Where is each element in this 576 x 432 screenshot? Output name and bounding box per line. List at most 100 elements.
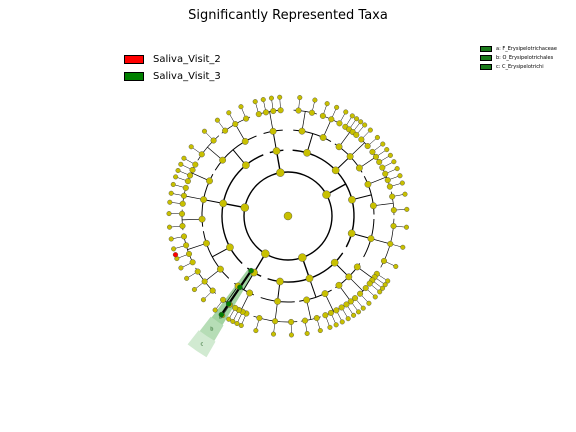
tree-node xyxy=(179,200,186,207)
tree-node xyxy=(243,115,250,122)
tree-node xyxy=(303,148,311,157)
clade-label: b xyxy=(210,327,213,333)
taxa-swatch-a xyxy=(480,45,492,52)
tree-node xyxy=(268,95,274,101)
tree-node xyxy=(187,172,194,179)
clade-label: c xyxy=(201,342,204,348)
tree-node xyxy=(366,280,373,287)
tree-node xyxy=(369,148,376,155)
tree-node xyxy=(322,190,331,199)
tree-node xyxy=(328,116,335,123)
tree-node xyxy=(175,168,181,174)
tree-node xyxy=(393,263,399,269)
tree-node xyxy=(390,207,397,214)
tree-node xyxy=(184,275,190,281)
tree-node xyxy=(200,196,207,203)
tree-node xyxy=(210,137,217,144)
legend-item-visit-3: Saliva_Visit_3 xyxy=(124,68,221,85)
highlight-node xyxy=(218,311,225,318)
tree-node xyxy=(232,304,239,311)
tree-node xyxy=(358,136,365,143)
tree-node xyxy=(168,236,174,242)
tree-node xyxy=(230,318,236,324)
tree-node xyxy=(167,199,173,205)
tree-node xyxy=(212,307,218,313)
tree-node xyxy=(387,152,393,158)
tree-node xyxy=(297,95,303,101)
tree-arc xyxy=(293,129,332,142)
tree-node xyxy=(321,290,329,298)
tree-node xyxy=(404,206,410,212)
taxa-legend: a: F_Erysipelotrichaceae b: O_Erysipelot… xyxy=(480,44,557,71)
tree-node xyxy=(353,131,360,138)
tree-node xyxy=(385,278,391,284)
tree-node xyxy=(384,177,391,184)
tree-node xyxy=(319,112,326,119)
tree-node xyxy=(352,295,359,302)
tree-node xyxy=(216,265,224,273)
tree-node xyxy=(351,312,357,318)
highlight-node xyxy=(225,301,232,307)
tree-node xyxy=(246,289,254,297)
tree-node xyxy=(201,278,208,285)
tree-node xyxy=(376,158,383,165)
tree-node xyxy=(261,249,270,258)
tree-node xyxy=(288,318,295,325)
tree-node xyxy=(379,164,386,171)
taxa-swatch-b xyxy=(480,54,492,61)
tree-node xyxy=(312,97,318,103)
tree-node xyxy=(226,110,232,116)
tree-node xyxy=(335,281,343,289)
tree-node xyxy=(203,239,210,247)
tree-node xyxy=(276,277,284,286)
tree-node xyxy=(170,181,176,187)
tree-node xyxy=(180,233,187,240)
tree-node xyxy=(271,331,277,337)
tree-node xyxy=(355,164,363,172)
taxa-legend-item-b: b: O_Erysipelotrichales xyxy=(480,53,557,62)
tree-node xyxy=(166,211,172,217)
tree-node xyxy=(338,304,345,311)
tree-node xyxy=(260,97,266,103)
tree-node xyxy=(347,298,354,305)
tree-node xyxy=(333,307,340,314)
tree-node xyxy=(240,203,250,212)
tree-node xyxy=(364,143,371,150)
tree-node xyxy=(186,250,193,257)
tree-node xyxy=(345,316,351,322)
tree-node xyxy=(357,290,364,297)
tree-node xyxy=(288,332,294,338)
tree-node xyxy=(232,121,239,128)
tree-node xyxy=(343,109,349,115)
tree-node xyxy=(226,316,232,322)
tree-node xyxy=(276,168,285,177)
highlight-node xyxy=(237,284,243,291)
tree-node xyxy=(219,199,228,208)
tree-node xyxy=(372,153,379,160)
taxa-legend-item-c: c: C_Erysipelotrichi xyxy=(480,62,557,71)
tree-node xyxy=(303,296,311,304)
tree-node xyxy=(331,166,340,175)
tree-node xyxy=(168,190,174,196)
figure-title: Significantly Represented Taxa xyxy=(188,8,388,23)
tree-node xyxy=(189,259,196,266)
tree-node xyxy=(356,309,362,315)
tree-node xyxy=(272,147,281,155)
tree-node xyxy=(274,297,281,305)
legend-item-visit-2: Saliva_Visit_2 xyxy=(124,51,221,68)
tree-node xyxy=(167,224,173,230)
tree-node xyxy=(277,107,284,114)
tree-node xyxy=(305,274,314,283)
highlight-node xyxy=(248,267,254,274)
tree-node xyxy=(402,191,408,197)
tree-node xyxy=(360,305,366,311)
tree-node xyxy=(327,309,334,316)
tree-node xyxy=(381,257,388,264)
clade-highlight-b xyxy=(199,316,224,341)
legend-label-visit-2: Saliva_Visit_2 xyxy=(153,54,221,65)
tree-node xyxy=(335,143,343,151)
tree-node xyxy=(380,141,386,147)
clade-highlight-c xyxy=(187,330,216,358)
tree-node xyxy=(209,287,216,294)
